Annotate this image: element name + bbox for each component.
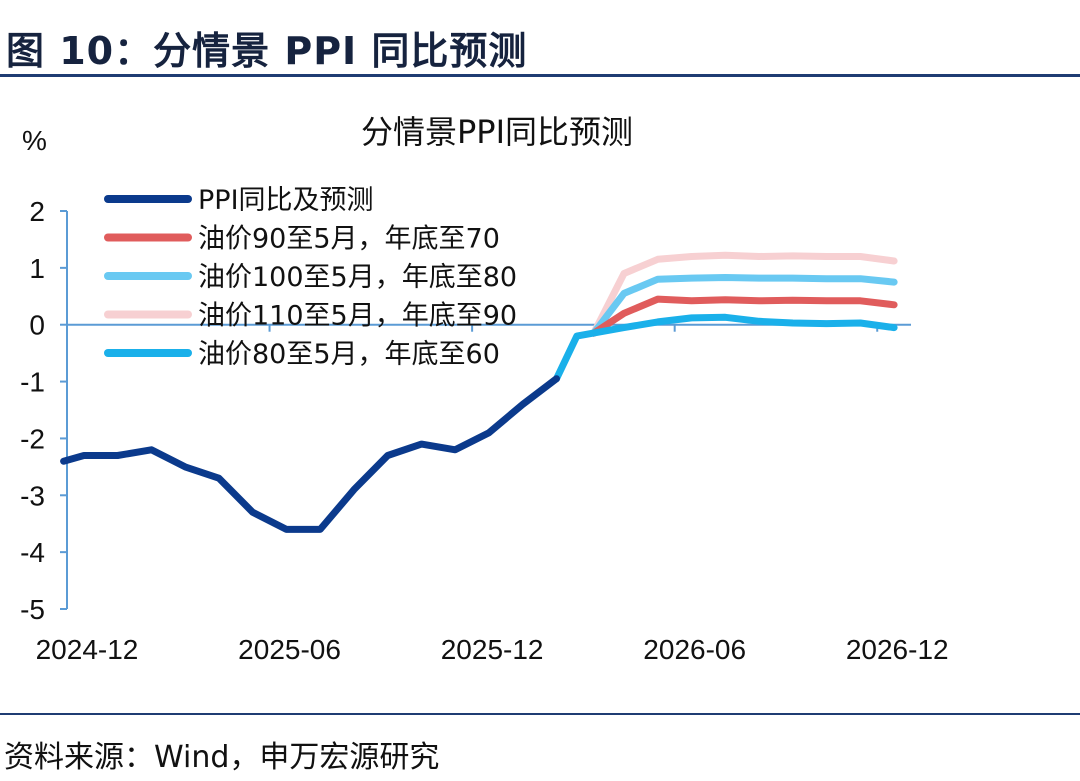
x-tick-label: 2026-06 — [643, 634, 746, 665]
x-tick-label: 2024-12 — [36, 634, 139, 665]
series-line-2 — [590, 274, 898, 337]
legend-label-1: 油价90至5月，年底至70 — [198, 224, 500, 255]
series-layer — [60, 251, 898, 533]
series-line-0 — [60, 375, 560, 533]
legend-label-2: 油价100至5月，年底至80 — [198, 262, 517, 293]
axes: 2 1 0 -1 -2 -3 -4 -5 2024-12 2025-06 2025-12 2026-0… — [20, 196, 949, 665]
source-note: 资料来源：Wind，申万宏源研究 — [4, 740, 440, 775]
chart-title: 分情景PPI同比预测 — [361, 113, 633, 151]
x-tick-label: 2025-06 — [238, 634, 341, 665]
y-tick-label: 1 — [29, 253, 45, 284]
series-line-3 — [590, 251, 898, 337]
y-axis-unit: % — [22, 125, 47, 156]
series-line-1 — [590, 295, 898, 337]
y-tick-label: 0 — [29, 310, 45, 341]
legend-label-3: 油价110至5月，年底至90 — [198, 301, 517, 332]
y-tick-label: -1 — [20, 367, 45, 398]
y-tick-label: -4 — [20, 537, 45, 568]
y-tick-label: -3 — [20, 480, 45, 511]
y-tick-label: 2 — [29, 196, 45, 227]
title-rule — [0, 74, 1080, 77]
y-tick-label: -2 — [20, 423, 45, 454]
x-tick-label: 2026-12 — [846, 634, 949, 665]
x-tick-label: 2025-12 — [441, 634, 544, 665]
legend-label-4: 油价80至5月，年底至60 — [198, 339, 500, 370]
figure-title: 图 10：分情景 PPI 同比预测 — [6, 29, 528, 73]
series-line-4 — [553, 313, 898, 383]
source-rule — [0, 713, 1080, 715]
legend-label-0: PPI同比及预测 — [198, 185, 374, 216]
y-tick-label: -5 — [20, 594, 45, 625]
